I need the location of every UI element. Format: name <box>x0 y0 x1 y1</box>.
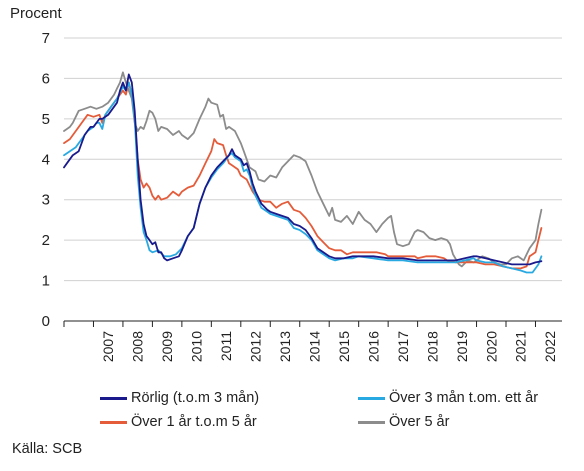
x-tick-label: 2012 <box>248 331 264 362</box>
x-tick-label: 2019 <box>454 331 470 362</box>
x-tick-label: 2015 <box>336 331 352 362</box>
legend-swatch <box>100 396 127 400</box>
legend-label: Rörlig (t.o.m 3 mån) <box>131 390 260 406</box>
y-tick-label: 3 <box>42 192 50 209</box>
y-tick-label: 2 <box>42 232 50 249</box>
x-tick-label: 2013 <box>277 331 293 362</box>
y-tick-label: 0 <box>42 313 50 330</box>
x-tick-label: 2021 <box>513 331 529 362</box>
legend-swatch <box>358 420 385 424</box>
legend-label: Över 1 år t.o.m 5 år <box>131 414 257 430</box>
y-tick-label: 6 <box>42 70 50 87</box>
x-tick-label: 2011 <box>218 331 234 361</box>
y-tick-label: 7 <box>42 30 50 47</box>
x-tick-label: 2014 <box>306 331 322 362</box>
y-axis-label: Procent <box>10 5 63 22</box>
series-line <box>63 73 543 266</box>
legend: Rörlig (t.o.m 3 mån) Över 3 mån t.om. ett… <box>100 388 570 432</box>
x-tick-label: 2017 <box>395 331 411 362</box>
legend-swatch <box>100 420 127 424</box>
series-line <box>63 71 543 268</box>
legend-item: Över 5 år <box>358 412 449 432</box>
legend-item: Över 1 år t.o.m 5 år <box>100 412 257 432</box>
y-tick-label: 5 <box>42 111 50 128</box>
legend-item: Över 3 mån t.om. ett år <box>358 388 538 408</box>
x-tick-label: 2007 <box>100 331 116 362</box>
x-tick-label: 2020 <box>483 331 499 362</box>
source-note: Källa: SCB <box>12 441 83 457</box>
y-tick-label: 1 <box>42 273 50 290</box>
legend-label: Över 5 år <box>389 414 450 430</box>
x-tick-label: 2010 <box>189 331 205 362</box>
x-tick-label: 2009 <box>159 331 175 362</box>
y-tick-label: 4 <box>42 151 50 168</box>
legend-swatch <box>358 396 385 400</box>
legend-item: Rörlig (t.o.m 3 mån) <box>100 388 259 408</box>
x-tick-label: 2008 <box>130 331 146 362</box>
x-tick-label: 2016 <box>365 331 381 362</box>
legend-label: Över 3 mån t.om. ett år <box>389 390 539 406</box>
x-tick-label: 2022 <box>542 331 558 362</box>
x-tick-label: 2018 <box>424 331 440 362</box>
